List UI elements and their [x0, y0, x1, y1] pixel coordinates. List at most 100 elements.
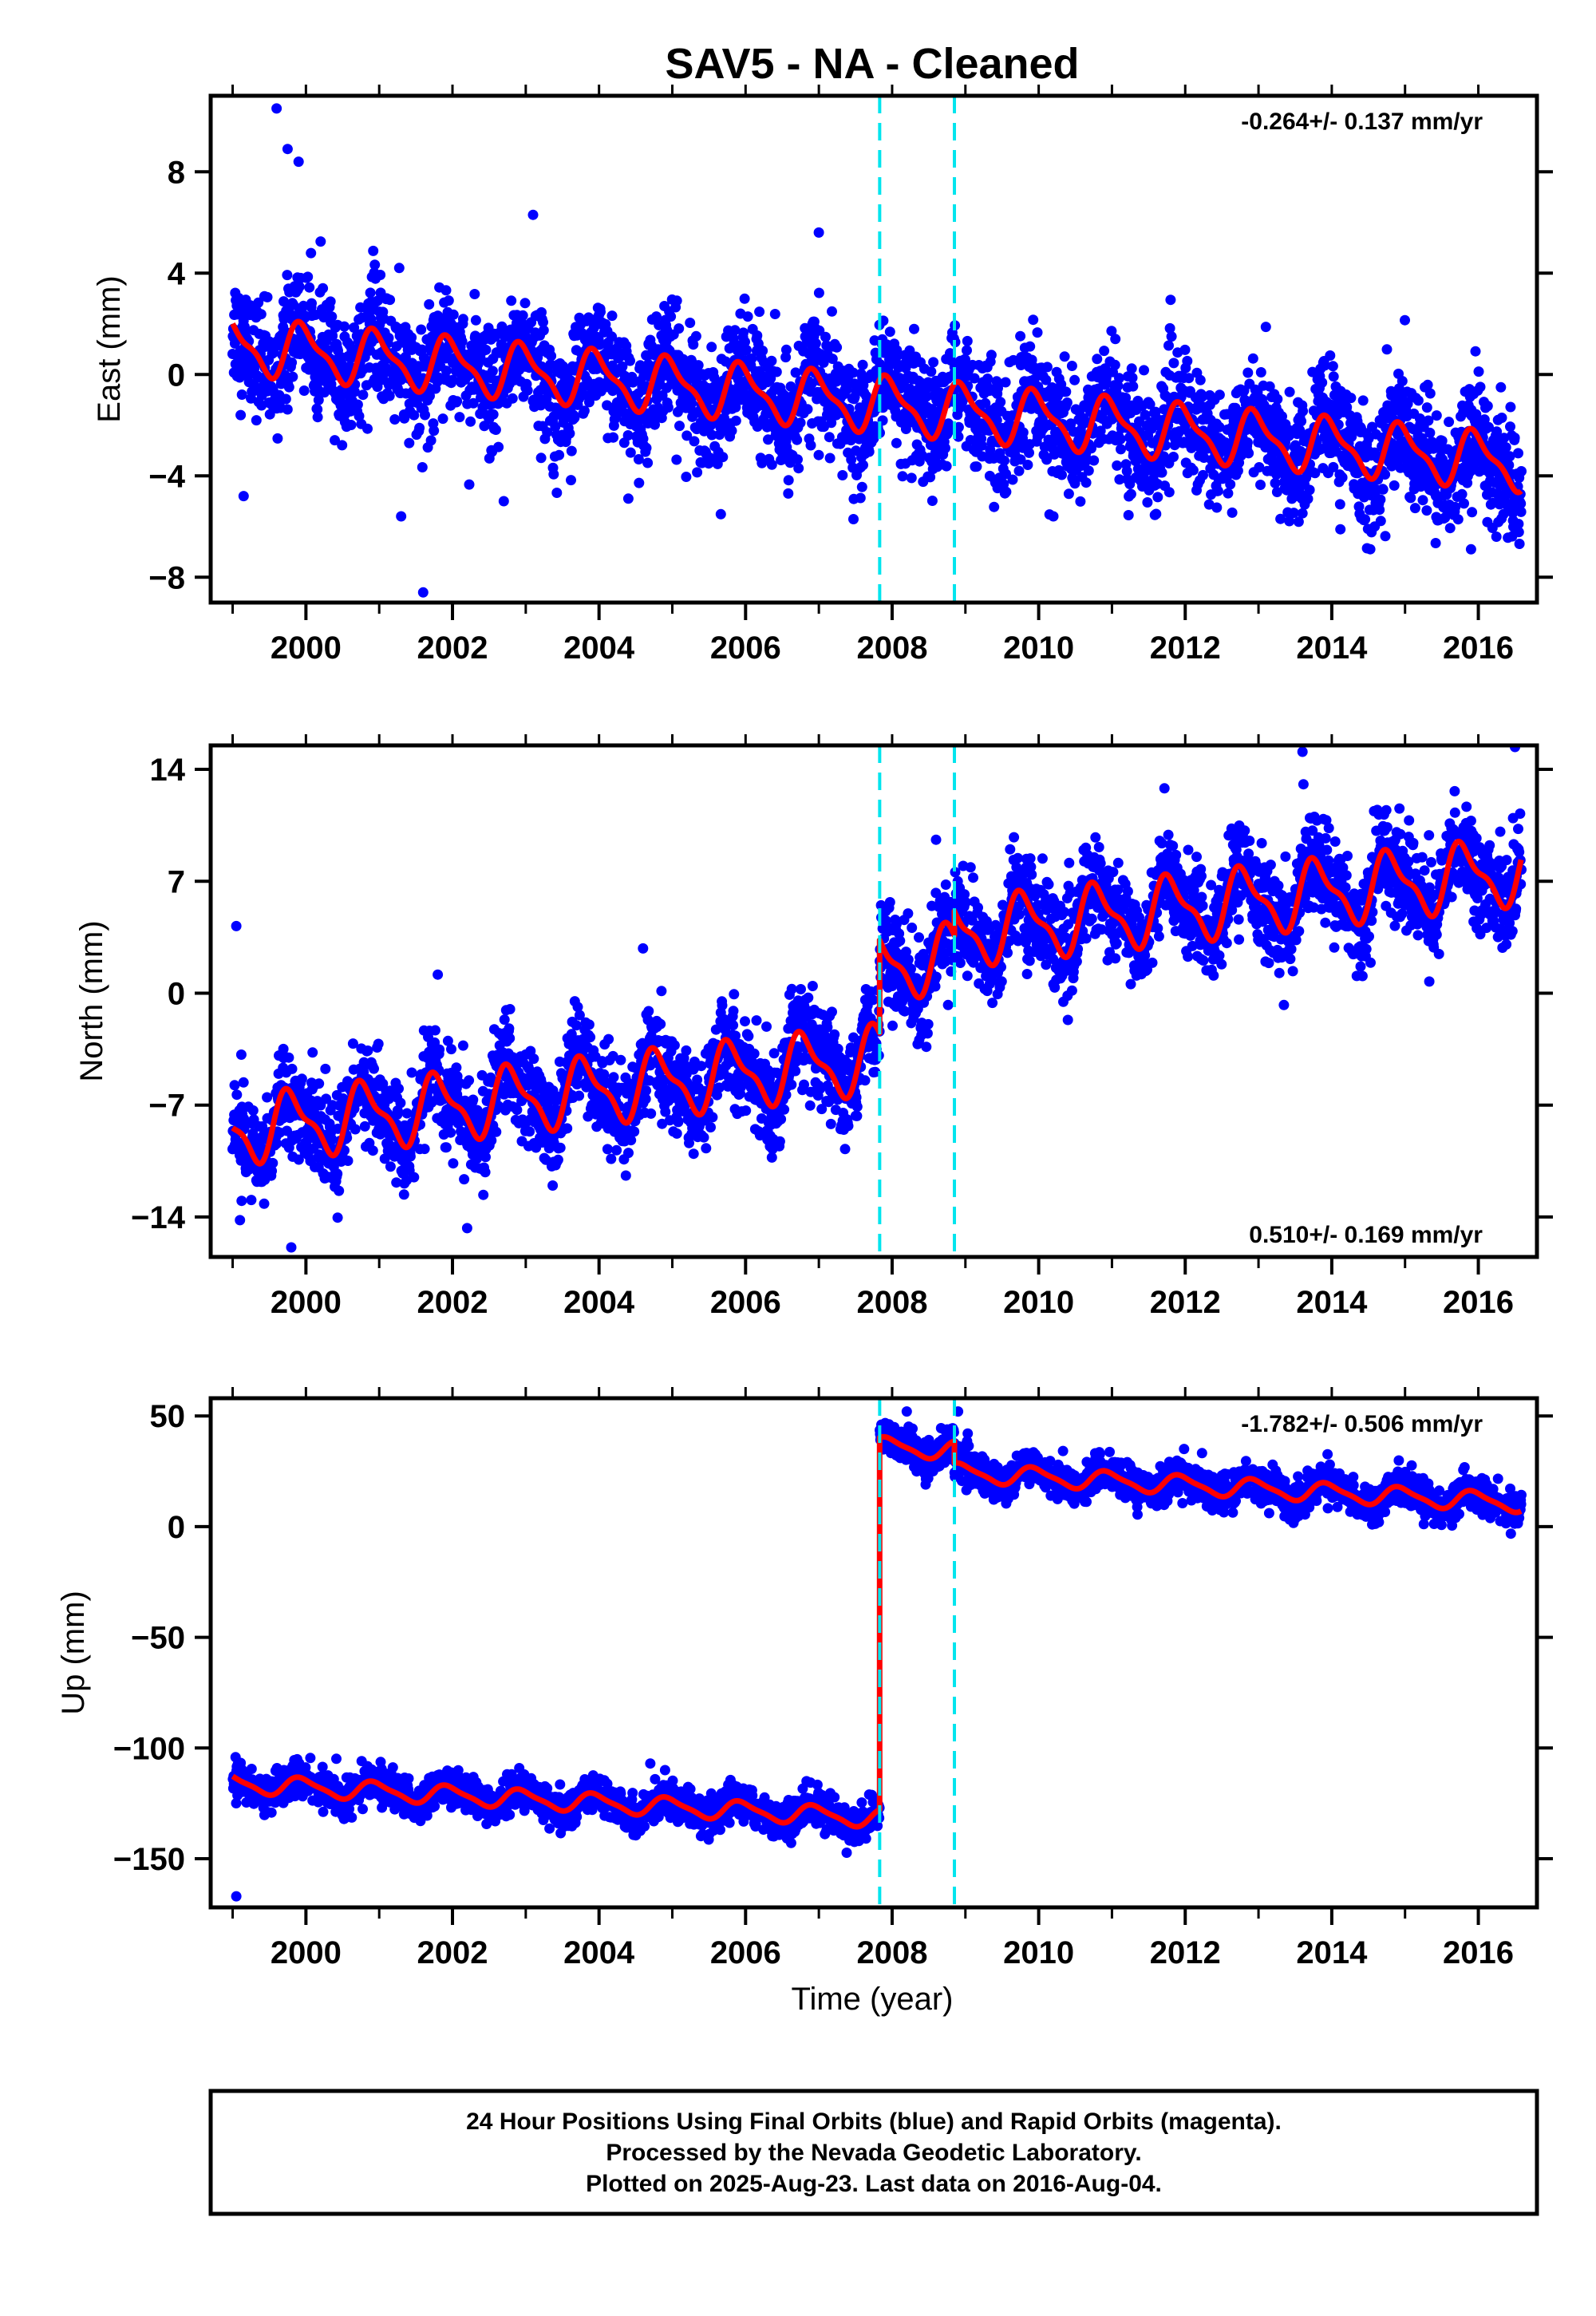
east-data-point — [884, 326, 895, 338]
east-data-point — [1214, 389, 1225, 401]
east-data-point — [429, 425, 440, 437]
east-data-point — [730, 415, 741, 426]
east-data-point — [399, 413, 410, 424]
east-data-point — [740, 336, 750, 347]
east-data-point — [236, 389, 247, 400]
east-data-point — [783, 488, 794, 499]
north-data-point — [236, 1196, 247, 1207]
east-data-point — [1389, 480, 1400, 491]
east-data-point — [1243, 448, 1254, 459]
east-data-point — [538, 325, 549, 336]
east-data-point — [294, 281, 305, 292]
north-data-point — [283, 1052, 294, 1063]
east-data-point — [358, 389, 369, 401]
east-data-point — [1112, 460, 1123, 471]
north-data-point — [271, 1138, 282, 1149]
north-data-point — [398, 1189, 409, 1200]
north-data-point — [320, 1063, 331, 1074]
east-outlier-point — [293, 156, 304, 168]
east-outlier-point — [396, 511, 407, 522]
east-data-point — [1334, 499, 1345, 510]
east-data-point — [298, 300, 309, 311]
east-data-point — [306, 298, 317, 309]
north-data-point — [231, 1089, 243, 1101]
east-data-point — [1381, 344, 1393, 355]
east-outlier-point — [1465, 543, 1476, 555]
east-data-point — [548, 468, 559, 480]
east-y-axis-label: East (mm) — [92, 275, 127, 422]
east-data-point — [1083, 465, 1094, 476]
east-data-point — [414, 422, 425, 433]
east-data-point — [662, 402, 674, 413]
east-outlier-point — [498, 496, 509, 507]
east-data-point — [229, 338, 240, 349]
east-data-point — [1298, 405, 1309, 417]
north-data-point — [362, 1045, 373, 1056]
east-data-point — [1431, 410, 1442, 421]
east-data-point — [447, 374, 458, 385]
east-data-point — [1421, 505, 1432, 516]
east-data-point — [262, 291, 273, 302]
east-data-point — [1125, 488, 1136, 500]
east-data-point — [813, 449, 824, 460]
east-data-point — [771, 366, 782, 377]
east-data-point — [1302, 493, 1314, 504]
east-data-point — [1365, 543, 1376, 555]
east-data-point — [650, 419, 660, 430]
east-data-point — [1165, 294, 1176, 306]
north-data-point — [641, 1085, 652, 1096]
east-data-point — [674, 421, 685, 432]
east-data-point — [1211, 502, 1223, 513]
east-data-point — [766, 459, 777, 470]
east-data-point — [251, 415, 262, 426]
east-data-point — [1380, 469, 1391, 480]
east-data-point — [326, 311, 338, 322]
east-data-point — [738, 327, 749, 338]
east-data-point — [264, 409, 275, 420]
east-data-point — [424, 298, 435, 310]
east-data-point — [406, 332, 417, 343]
east-data-point — [671, 295, 682, 306]
east-data-point — [1227, 507, 1238, 518]
east-data-point — [1360, 514, 1371, 525]
east-data-point — [1456, 488, 1468, 500]
east-data-point — [909, 323, 919, 334]
north-data-point — [246, 1195, 257, 1206]
east-data-point — [1396, 376, 1408, 386]
east-data-point — [1001, 486, 1012, 497]
north-data-point — [608, 1072, 619, 1083]
east-data-point — [554, 449, 565, 460]
east-data-point — [443, 295, 454, 306]
east-data-point — [249, 385, 260, 397]
east-data-point — [752, 330, 763, 341]
east-data-point — [1459, 498, 1469, 509]
east-x-tick-label: 2010 — [1003, 630, 1074, 666]
east-data-point — [346, 420, 357, 430]
east-data-point — [551, 488, 563, 498]
east-data-point — [986, 350, 997, 361]
east-data-point — [780, 344, 792, 355]
east-data-point — [490, 425, 501, 435]
east-data-point — [1057, 469, 1067, 480]
east-data-point — [496, 321, 508, 332]
east-y-tick-label: −4 — [148, 459, 185, 494]
north-data-point — [393, 1083, 404, 1094]
east-data-point — [962, 345, 972, 356]
east-data-point — [369, 259, 381, 271]
east-data-point — [1025, 341, 1036, 352]
north-panel: 2000 2002 2004 2006 2008 2010 2012 2014 2016−14−… — [74, 734, 1553, 1320]
east-data-point — [454, 412, 465, 423]
east-data-point — [1412, 395, 1424, 406]
east-outlier-point — [1048, 511, 1059, 522]
east-data-point — [622, 430, 634, 441]
east-data-point — [625, 355, 635, 366]
east-data-point — [272, 433, 283, 444]
east-data-point — [602, 400, 613, 411]
north-data-point — [429, 1025, 440, 1036]
east-data-point — [1317, 377, 1328, 388]
east-data-point — [1515, 506, 1527, 517]
east-data-point — [1128, 381, 1139, 392]
east-data-point — [235, 409, 247, 421]
east-data-point — [1470, 346, 1481, 357]
north-data-point — [602, 1144, 613, 1155]
